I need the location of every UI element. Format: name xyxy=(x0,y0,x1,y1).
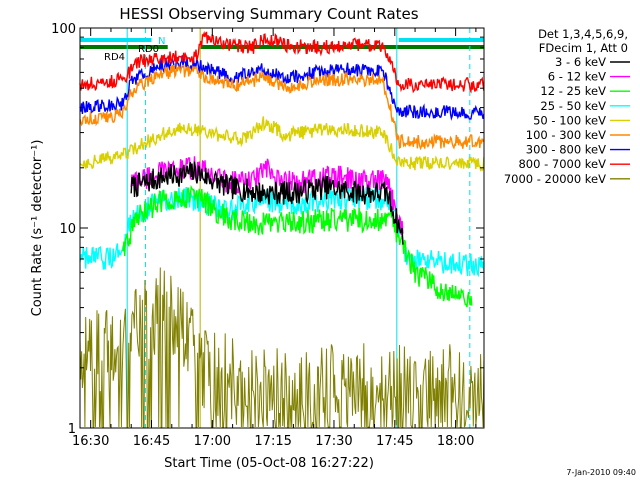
annotations-group: RD0 RD4 N xyxy=(104,36,165,63)
y-tick-label-0: 1 xyxy=(68,422,76,437)
x-tick-label-5: 17:45 xyxy=(376,434,413,449)
annotation-2: N xyxy=(158,36,165,47)
x-tick-label-4: 17:30 xyxy=(315,434,352,449)
y-axis-label: Count Rate (s⁻¹ detector⁻¹) xyxy=(30,140,45,317)
y-tick-label-1: 10 xyxy=(59,222,76,237)
legend-label-7: 800 - 7000 keV xyxy=(518,157,606,171)
legend-label-2: 12 - 25 keV xyxy=(540,84,606,98)
flag-bar-1-segment-0 xyxy=(80,45,168,49)
x-tick-label-0: 16:30 xyxy=(72,434,109,449)
plot-timestamp: 7-Jan-2010 09:40 xyxy=(566,468,636,477)
chart-title: HESSI Observing Summary Count Rates xyxy=(119,5,418,23)
x-tick-label-1: 16:45 xyxy=(133,434,170,449)
annotation-1: RD4 xyxy=(104,52,125,63)
series-group xyxy=(79,30,485,428)
legend-label-6: 300 - 800 keV xyxy=(526,143,606,157)
legend-label-3: 25 - 50 keV xyxy=(540,99,606,113)
legend-label-0: 3 - 6 keV xyxy=(555,55,606,69)
flag-bar-0-segment-1 xyxy=(398,38,484,42)
flag-bar-0-segment-0 xyxy=(80,38,152,42)
axes-group: 16:30 16:45 17:00 17:15 17:30 17:45 18:00 1 10 10… xyxy=(51,22,485,449)
series-line-6 xyxy=(79,55,485,121)
series-line-7 xyxy=(79,30,485,94)
legend-label-8: 7000 - 20000 keV xyxy=(504,172,606,186)
x-tick-label-2: 17:00 xyxy=(194,434,231,449)
y-tick-label-2: 100 xyxy=(51,22,76,37)
series-line-4 xyxy=(79,116,485,172)
legend-header-line-1: Det 1,3,4,5,6,9, xyxy=(538,27,628,41)
x-axis-label: Start Time (05-Oct-08 16:27:22) xyxy=(164,456,374,471)
state-change-lines xyxy=(126,28,471,428)
series-line-8 xyxy=(79,267,485,428)
legend-label-4: 50 - 100 keV xyxy=(533,113,606,127)
x-tick-label-3: 17:15 xyxy=(254,434,291,449)
legend-label-1: 6 - 12 keV xyxy=(548,70,606,84)
series-line-5 xyxy=(79,64,485,151)
series-line-2 xyxy=(122,184,473,308)
series-line-0 xyxy=(130,161,404,245)
legend-header-line-2: FDecim 1, Att 0 xyxy=(539,41,628,55)
legend-label-5: 100 - 300 keV xyxy=(526,128,606,142)
annotation-0: RD0 xyxy=(138,44,159,55)
x-tick-label-6: 18:00 xyxy=(437,434,474,449)
